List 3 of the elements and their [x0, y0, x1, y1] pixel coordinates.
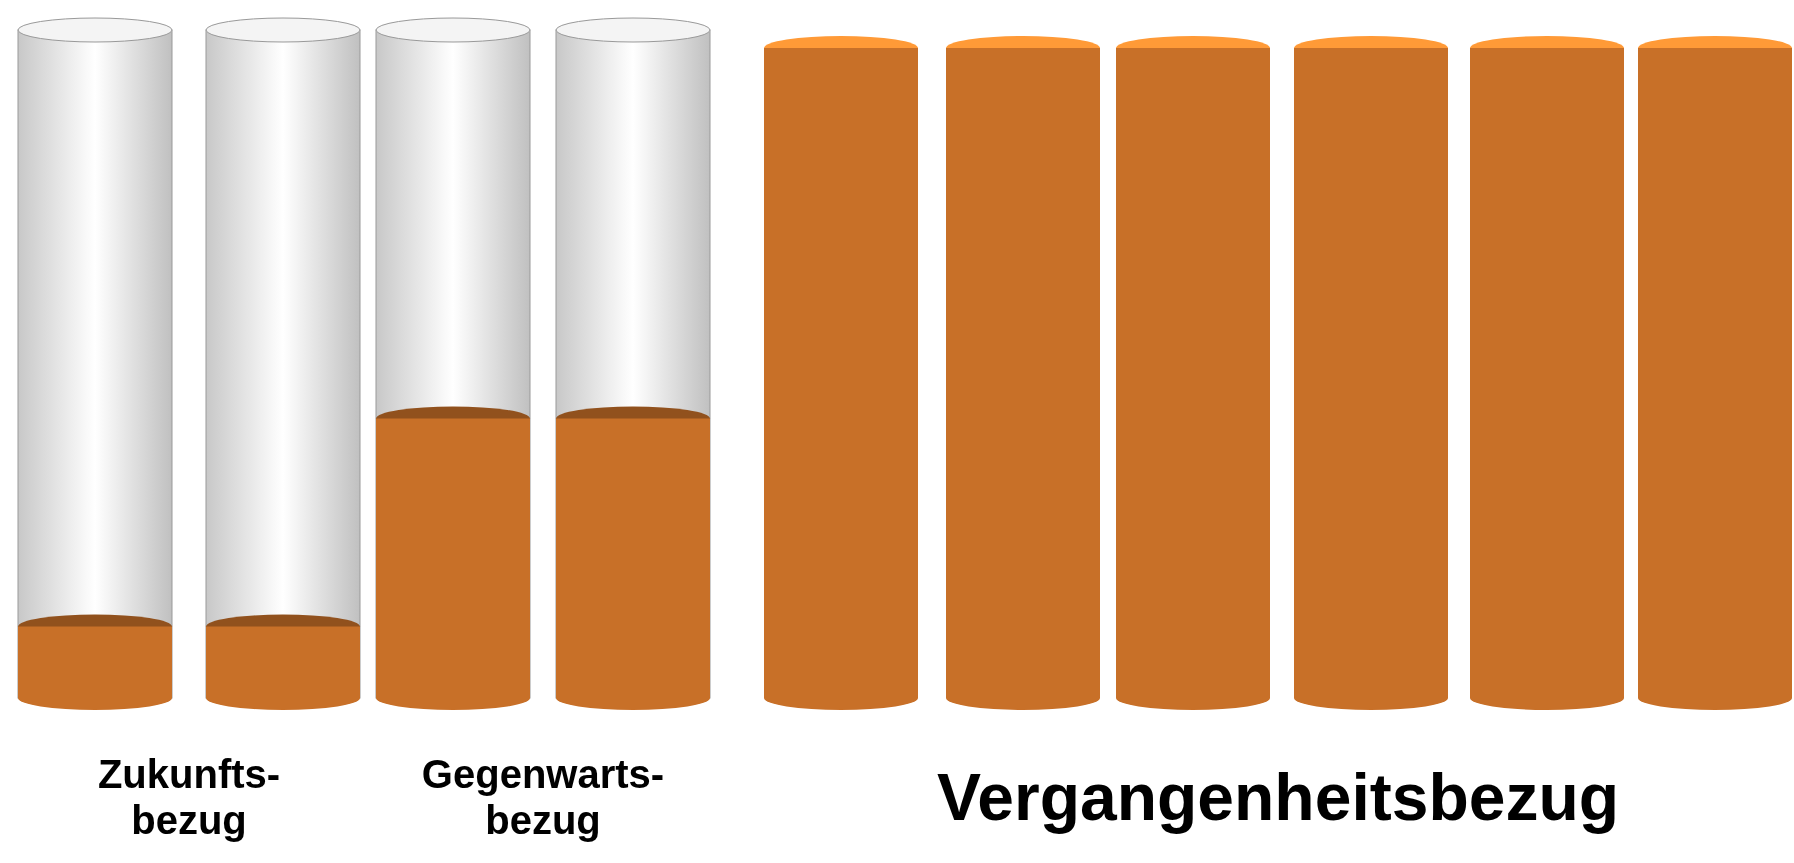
text: Zukunfts- bezug — [97, 752, 281, 842]
text: Gegenwarts- bezug — [421, 752, 665, 842]
text: Vergangenheitsbezug — [936, 760, 1620, 834]
